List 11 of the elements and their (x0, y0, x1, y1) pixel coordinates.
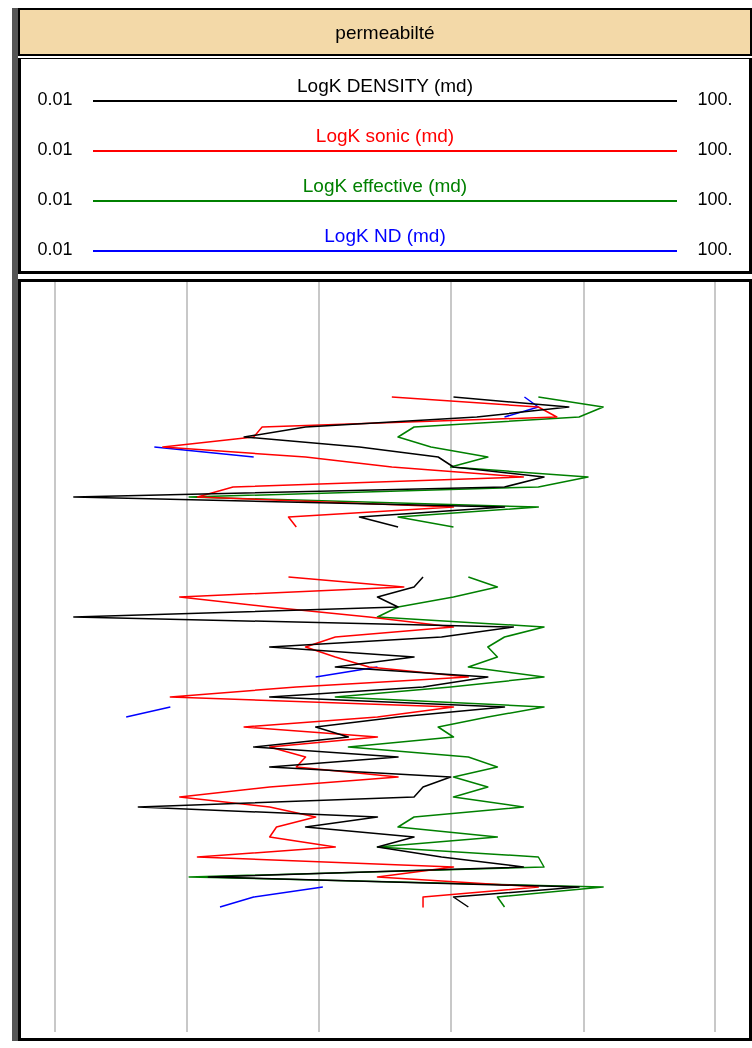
text: LogK effective (md) (302, 175, 468, 196)
text: LogK sonic (md) (315, 125, 455, 146)
text: 100. (697, 139, 733, 159)
text: 0.01 (37, 139, 73, 159)
text: LogK ND (md) (324, 225, 446, 246)
text: 100. (697, 89, 733, 109)
text: 0.01 (37, 89, 73, 109)
text: 100. (697, 189, 733, 209)
text: 0.01 (37, 189, 73, 209)
chart-title: permeabilté (18, 8, 752, 56)
text: LogK DENSITY (md) (297, 75, 473, 96)
